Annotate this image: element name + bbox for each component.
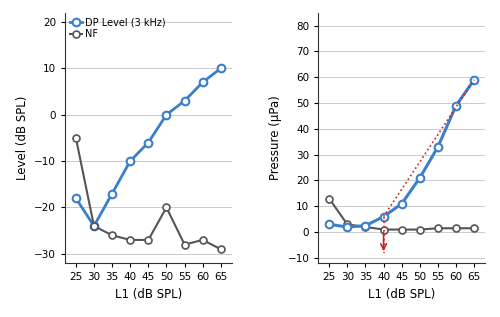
X-axis label: L1 (dB SPL): L1 (dB SPL) xyxy=(368,288,436,301)
Y-axis label: Level (dB SPL): Level (dB SPL) xyxy=(16,96,28,180)
Y-axis label: Pressure (µPa): Pressure (µPa) xyxy=(269,95,282,180)
Legend: DP Level (3 kHz), NF: DP Level (3 kHz), NF xyxy=(70,17,166,40)
X-axis label: L1 (dB SPL): L1 (dB SPL) xyxy=(114,288,182,301)
